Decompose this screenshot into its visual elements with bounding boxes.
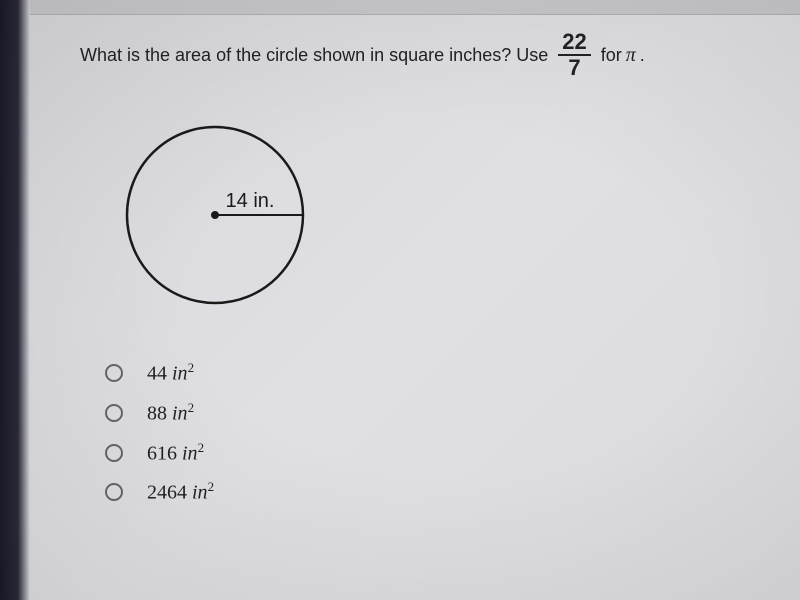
option-unit: in: [172, 363, 188, 385]
option-unit: in: [192, 482, 208, 504]
fraction-denominator: 7: [564, 56, 584, 80]
option-a-text: 44 in2: [147, 360, 194, 386]
option-sup: 2: [208, 479, 215, 494]
option-unit: in: [182, 442, 198, 464]
option-value: 616: [147, 442, 177, 464]
radius-label: 14 in.: [226, 190, 275, 212]
pi-fraction: 22 7: [558, 30, 590, 80]
center-dot: [211, 211, 219, 219]
option-value: 2464: [147, 482, 187, 504]
radio-icon: [105, 404, 123, 422]
option-c-text: 616 in2: [147, 440, 204, 466]
option-value: 88: [147, 403, 167, 425]
option-sup: 2: [188, 400, 195, 415]
option-a[interactable]: 44 in2: [105, 360, 740, 386]
question-content: What is the area of the circle shown in …: [0, 0, 800, 549]
option-d-text: 2464 in2: [147, 479, 214, 505]
circle-diagram-container: 14 in.: [115, 115, 740, 315]
radio-icon: [105, 483, 123, 501]
option-value: 44: [147, 363, 167, 385]
option-sup: 2: [198, 440, 205, 455]
question-text: What is the area of the circle shown in …: [80, 30, 740, 80]
fraction-numerator: 22: [558, 30, 590, 56]
option-c[interactable]: 616 in2: [105, 440, 740, 466]
option-b[interactable]: 88 in2: [105, 400, 740, 426]
option-d[interactable]: 2464 in2: [105, 479, 740, 505]
option-unit: in: [172, 403, 188, 425]
radio-icon: [105, 444, 123, 462]
question-before: What is the area of the circle shown in …: [80, 45, 548, 66]
option-sup: 2: [188, 360, 195, 375]
question-for: for: [601, 45, 622, 66]
option-b-text: 88 in2: [147, 400, 194, 426]
answer-options: 44 in2 88 in2 616 in2 2464 in2: [105, 360, 740, 505]
pi-symbol: π: [626, 44, 636, 67]
circle-diagram: 14 in.: [115, 115, 315, 315]
question-period: .: [640, 45, 645, 66]
radio-icon: [105, 364, 123, 382]
